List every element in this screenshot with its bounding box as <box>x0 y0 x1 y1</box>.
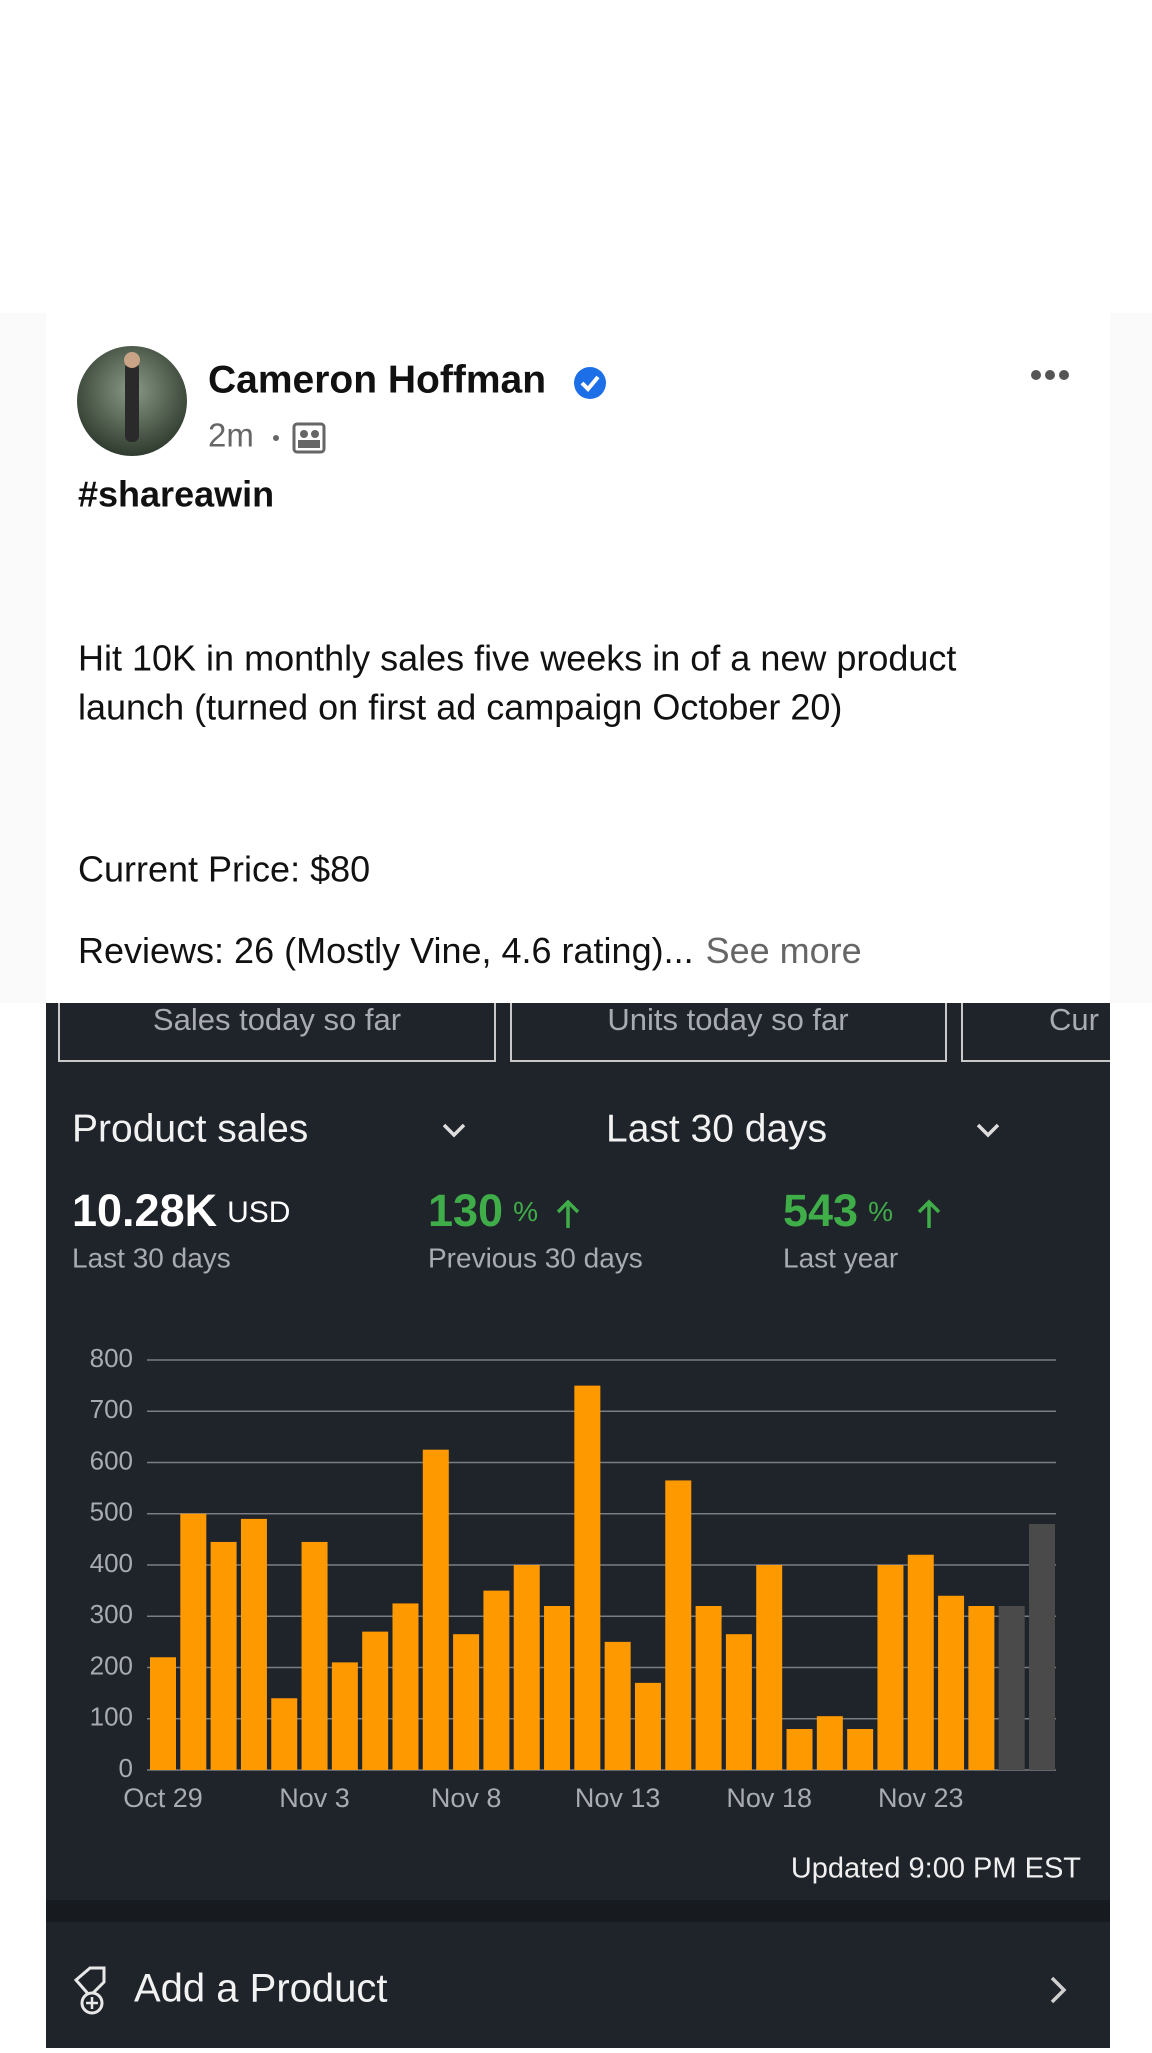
post-text: Hit 10K in monthly sales five weeks in o… <box>78 638 956 679</box>
x-tick-label: Nov 18 <box>726 1783 812 1813</box>
stat-unit: % <box>513 1196 538 1227</box>
bar <box>240 1518 267 1770</box>
y-tick-label: 600 <box>90 1445 133 1475</box>
bar <box>362 1631 389 1770</box>
tab-label: Sales today so far <box>153 1002 401 1037</box>
up-arrow <box>556 1199 580 1228</box>
bar <box>392 1603 419 1770</box>
margin <box>1110 313 1152 1003</box>
x-tick-label: Oct 29 <box>123 1783 203 1813</box>
bar <box>180 1513 207 1770</box>
bar <box>301 1541 328 1770</box>
bar <box>422 1449 449 1770</box>
y-tick-label: 700 <box>90 1394 133 1424</box>
post-text: Reviews: 26 (Mostly Vine, 4.6 rating)...… <box>78 930 862 971</box>
post-text: Current Price: $80 <box>78 849 370 890</box>
dropdown-chevron[interactable] <box>442 1123 466 1138</box>
hashtag[interactable]: #shareawin <box>78 474 274 515</box>
y-tick-label: 200 <box>90 1650 133 1680</box>
chevron-right[interactable] <box>1050 1976 1067 2004</box>
up-arrow <box>917 1199 941 1228</box>
bar <box>877 1565 904 1770</box>
bar <box>725 1634 752 1770</box>
bar <box>634 1682 661 1770</box>
bar <box>695 1606 722 1770</box>
post-time: 2m <box>208 417 254 454</box>
x-tick-label: Nov 13 <box>575 1783 661 1813</box>
y-tick-label: 400 <box>90 1548 133 1578</box>
bar <box>786 1729 813 1770</box>
action-label[interactable]: Add a Product <box>134 1967 388 2011</box>
bar <box>271 1698 298 1770</box>
post-text: launch (turned on first ad campaign Octo… <box>78 687 842 728</box>
stat: 543% <box>783 1185 893 1236</box>
stat-label: Last year <box>783 1242 898 1273</box>
bar <box>665 1480 692 1770</box>
stat-unit: % <box>868 1196 893 1227</box>
margin <box>0 313 46 1003</box>
y-tick-label: 0 <box>119 1753 133 1783</box>
bar <box>968 1606 995 1770</box>
bar <box>847 1729 874 1770</box>
divider <box>46 1900 1110 1922</box>
audience-icon <box>292 422 326 454</box>
period-select[interactable]: Last 30 days <box>606 1107 827 1150</box>
bar <box>331 1662 358 1770</box>
bar <box>816 1716 843 1770</box>
tab[interactable] <box>961 985 1152 1062</box>
stat-value: 130 <box>428 1185 503 1236</box>
bar <box>998 1606 1025 1770</box>
y-tick-label: 800 <box>90 1343 133 1373</box>
bar <box>756 1565 783 1770</box>
tab-label: Cur <box>1049 1002 1099 1037</box>
more-menu[interactable] <box>1031 370 1069 380</box>
bar <box>513 1565 540 1770</box>
x-tick-label: Nov 23 <box>878 1783 964 1813</box>
bar <box>453 1634 480 1770</box>
bar <box>938 1595 965 1770</box>
add-product-icon[interactable] <box>73 1966 106 2015</box>
bar <box>150 1657 176 1770</box>
bar <box>1029 1524 1055 1770</box>
tab[interactable] <box>58 985 496 1062</box>
metric-select[interactable]: Product sales <box>72 1107 308 1150</box>
verified-badge <box>574 367 606 399</box>
bar <box>907 1554 934 1770</box>
stat-label: Previous 30 days <box>428 1242 643 1273</box>
updated-time: Updated 9:00 PM EST <box>791 1853 1081 1885</box>
avatar[interactable] <box>77 346 187 456</box>
y-tick-label: 300 <box>90 1599 133 1629</box>
author-name[interactable]: Cameron Hoffman <box>208 358 546 401</box>
x-tick-label: Nov 8 <box>431 1783 502 1813</box>
stat-value: 543 <box>783 1185 858 1236</box>
total-label: Last 30 days <box>72 1242 231 1273</box>
y-tick-label: 100 <box>90 1702 133 1732</box>
see-more[interactable]: See more <box>706 930 862 971</box>
tab[interactable] <box>510 985 947 1062</box>
reviews: Reviews: 26 (Mostly Vine, 4.6 rating)... <box>78 930 694 971</box>
separator-dot <box>273 435 279 441</box>
bar <box>604 1641 631 1770</box>
bar <box>210 1541 237 1770</box>
stat: 130% <box>428 1185 538 1236</box>
total-unit: USD <box>227 1196 290 1229</box>
tab-label: Units today so far <box>607 1002 848 1037</box>
dropdown-chevron[interactable] <box>976 1123 1000 1138</box>
bar <box>574 1385 601 1770</box>
total: 10.28K USD <box>72 1185 290 1236</box>
y-tick-label: 500 <box>90 1497 133 1527</box>
x-tick-label: Nov 3 <box>279 1783 350 1813</box>
bar-chart: 0 100 200 300 400 500 600 700 800 Oct 29 Nov 3 Nov … <box>90 1343 1056 1813</box>
total-value: 10.28K <box>72 1185 218 1236</box>
bar <box>483 1590 510 1770</box>
bar <box>544 1606 571 1770</box>
